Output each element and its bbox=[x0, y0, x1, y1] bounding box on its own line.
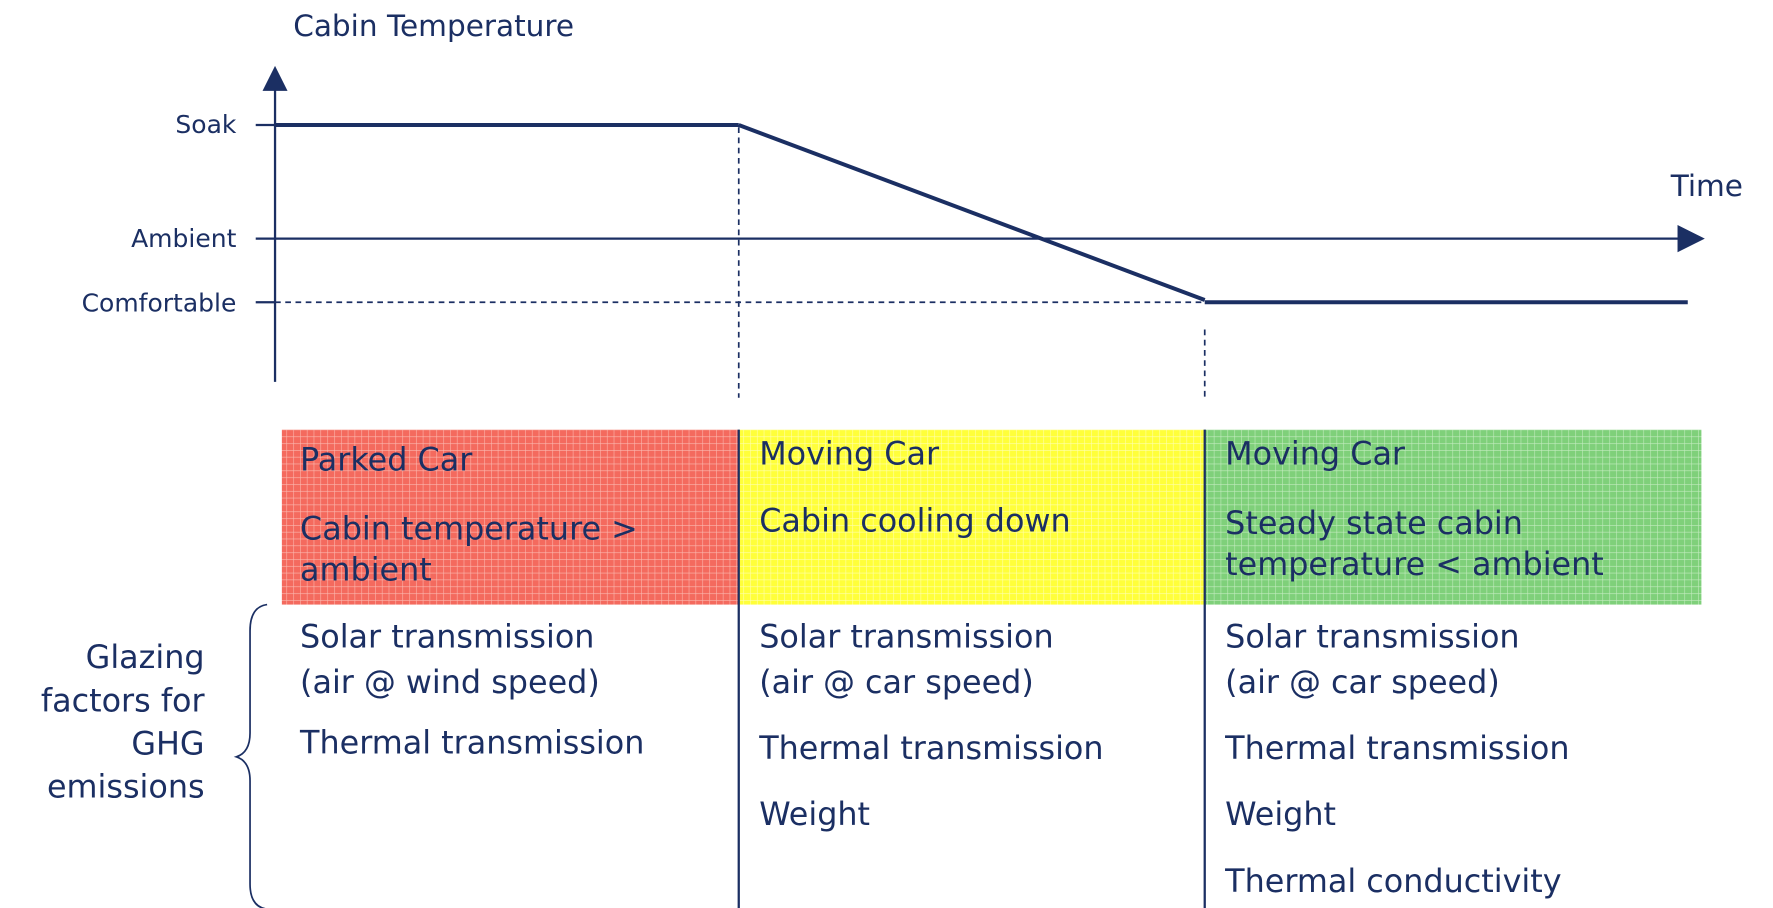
factor-line: Thermal transmission bbox=[299, 723, 644, 761]
state-line: Steady state cabin bbox=[1225, 504, 1523, 542]
factor-line: Solar transmission bbox=[1225, 618, 1519, 656]
x-arrow bbox=[1677, 225, 1705, 253]
column-dividers bbox=[737, 429, 1206, 908]
level-label: Soak bbox=[175, 110, 236, 139]
level-label: Comfortable bbox=[82, 289, 237, 318]
brace bbox=[233, 603, 268, 908]
state-line: temperature < ambient bbox=[1225, 545, 1604, 583]
column-heading: Parked Car bbox=[300, 440, 473, 478]
parked-box bbox=[281, 429, 739, 605]
factor-line: Weight bbox=[1225, 795, 1336, 833]
dashed-guides bbox=[275, 127, 1206, 398]
column-heading: Moving Car bbox=[1225, 435, 1406, 473]
factor-line: Thermal transmission bbox=[1224, 729, 1569, 767]
factor-line: Solar transmission bbox=[759, 618, 1053, 656]
y-arrow bbox=[262, 65, 288, 91]
axes bbox=[255, 85, 1683, 382]
side-label: factors for bbox=[41, 681, 206, 719]
side-label: emissions bbox=[47, 768, 205, 806]
column-heading: Moving Car bbox=[759, 435, 940, 473]
state-line: Cabin temperature > bbox=[300, 510, 638, 548]
color-boxes bbox=[281, 429, 1702, 605]
factor-line: Thermal conductivity bbox=[1224, 862, 1561, 900]
factor-line: (air @ car speed) bbox=[1225, 663, 1500, 701]
state-line: ambient bbox=[300, 551, 432, 589]
factor-line: (air @ car speed) bbox=[759, 663, 1034, 701]
state-line: Cabin cooling down bbox=[759, 502, 1070, 540]
factor-line: Weight bbox=[759, 795, 870, 833]
factor-line: Solar transmission bbox=[300, 618, 594, 656]
side-label: GHG bbox=[131, 724, 204, 762]
level-label: Ambient bbox=[131, 224, 237, 253]
temperature-curve bbox=[275, 123, 1688, 305]
factor-line: Thermal transmission bbox=[758, 729, 1103, 767]
axis-title: Cabin Temperature bbox=[293, 9, 574, 43]
cooling-box bbox=[738, 429, 1205, 605]
side-label: Glazing bbox=[86, 638, 205, 676]
factor-line: (air @ wind speed) bbox=[300, 663, 600, 701]
x-label: Time bbox=[1670, 169, 1743, 203]
steady-box bbox=[1204, 429, 1702, 605]
